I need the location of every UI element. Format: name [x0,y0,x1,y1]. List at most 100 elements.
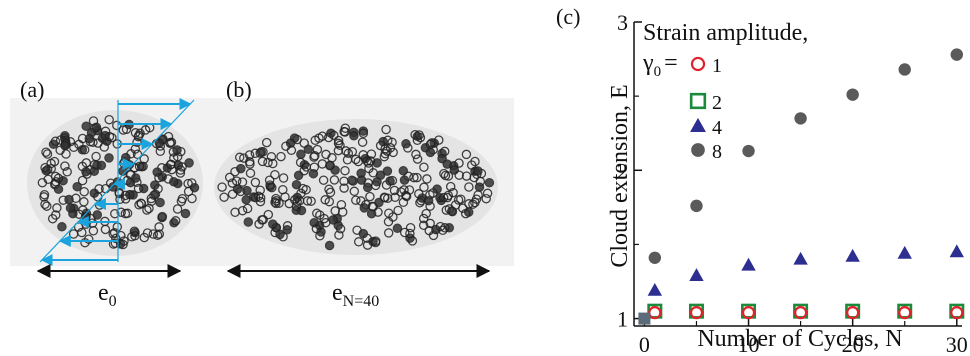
particle [47,213,58,224]
particle [231,176,242,186]
particle [166,159,176,170]
particle [264,175,275,185]
particle [442,159,452,169]
panel-a: (a) e0 [10,77,220,310]
particle [362,182,373,193]
data-point-gamma-1 [950,306,964,320]
particle [439,168,449,179]
particle [321,217,331,228]
particle [41,147,51,157]
axis-ticks: 0 10 20 30 1 2 3 [617,10,968,356]
particle [359,203,370,213]
particle [42,201,52,211]
data-point-gamma-1 [898,306,912,320]
particle [425,218,435,229]
particle [130,173,141,183]
particle [110,208,120,219]
particle [303,144,314,155]
particle [263,209,274,220]
particle [40,199,50,210]
particle [40,162,50,173]
particle [365,156,376,166]
particle [91,151,101,162]
particle [88,226,99,236]
particle [334,230,344,240]
particle [293,170,304,181]
particle [358,128,369,139]
data-point-origin [638,312,651,325]
x-tick-label: 20 [842,332,864,356]
particle [399,185,409,195]
x-tick-label: 10 [738,332,760,356]
particle [135,128,145,139]
x-tick-label: 0 [639,332,650,356]
data-point-gamma-4 [845,248,860,262]
particle [286,145,297,156]
particle [409,172,419,183]
legend-label-8: 8 [712,141,722,163]
particle [253,191,264,202]
particle [382,166,393,176]
particle [419,162,429,172]
particle [351,195,361,205]
particle [372,177,382,187]
particle [116,207,126,218]
particle [482,188,493,199]
particle [349,186,360,197]
particle [375,140,386,151]
legend-items: 1 2 48 [689,55,722,163]
particle [445,181,456,192]
particle [340,165,350,176]
data-point-gamma-8 [846,88,859,101]
panel-a-label: (a) [20,77,44,102]
particle [383,228,394,238]
legend-marker-2 [689,92,707,110]
particle [81,121,91,131]
particle [428,188,438,198]
particle [333,145,344,156]
particle [398,166,409,176]
data-point-gamma-8 [794,112,807,125]
particle [481,193,491,204]
particle [460,208,471,219]
particle [412,154,423,164]
panel-c: (c) Cloud extension, E Number of Cycles,… [556,4,968,356]
legend-label-1: 1 [712,55,722,77]
particle [285,138,296,148]
legend-marker-4 [690,117,706,132]
particle [296,205,307,216]
particle [119,236,129,246]
particle [329,175,340,185]
particle [399,227,410,238]
particle [473,166,483,176]
legend-marker-8 [691,143,705,157]
particle [448,187,458,198]
y-axis-label: Cloud extension, E [607,84,633,267]
particle [366,208,377,219]
particle [324,240,335,251]
particle [184,158,194,168]
data-point-gamma-8 [742,144,755,158]
particle [329,130,339,141]
particle [79,145,90,155]
particle [132,137,142,148]
particle [58,175,68,186]
particle [365,191,375,202]
particle [69,142,79,153]
particle [136,198,146,208]
particle [275,229,285,240]
particle [268,219,278,229]
particle [356,175,367,185]
particle [146,196,157,207]
data-point-gamma-4 [647,282,663,296]
particle [39,192,49,202]
particle [276,151,286,162]
particle [154,138,165,148]
particle [154,229,165,239]
particle [405,228,415,239]
particle [425,139,436,150]
particle [217,182,227,192]
particle [387,137,397,148]
particle [464,182,474,192]
particle [122,208,133,219]
